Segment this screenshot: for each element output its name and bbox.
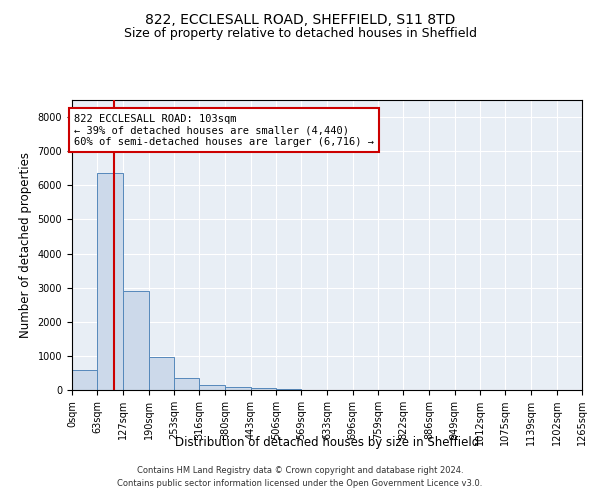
Text: 822, ECCLESALL ROAD, SHEFFIELD, S11 8TD: 822, ECCLESALL ROAD, SHEFFIELD, S11 8TD bbox=[145, 12, 455, 26]
Text: 822 ECCLESALL ROAD: 103sqm
← 39% of detached houses are smaller (4,440)
60% of s: 822 ECCLESALL ROAD: 103sqm ← 39% of deta… bbox=[74, 114, 374, 147]
Text: Size of property relative to detached houses in Sheffield: Size of property relative to detached ho… bbox=[124, 28, 476, 40]
Text: Distribution of detached houses by size in Sheffield: Distribution of detached houses by size … bbox=[175, 436, 479, 449]
Bar bbox=[97, 174, 123, 390]
Text: Contains HM Land Registry data © Crown copyright and database right 2024.
Contai: Contains HM Land Registry data © Crown c… bbox=[118, 466, 482, 487]
Bar bbox=[72, 370, 97, 390]
Y-axis label: Number of detached properties: Number of detached properties bbox=[19, 152, 32, 338]
Bar bbox=[225, 387, 251, 390]
Bar bbox=[123, 291, 149, 390]
Bar bbox=[174, 378, 199, 390]
Bar bbox=[149, 356, 174, 390]
Bar bbox=[199, 385, 225, 390]
Bar bbox=[251, 388, 276, 390]
